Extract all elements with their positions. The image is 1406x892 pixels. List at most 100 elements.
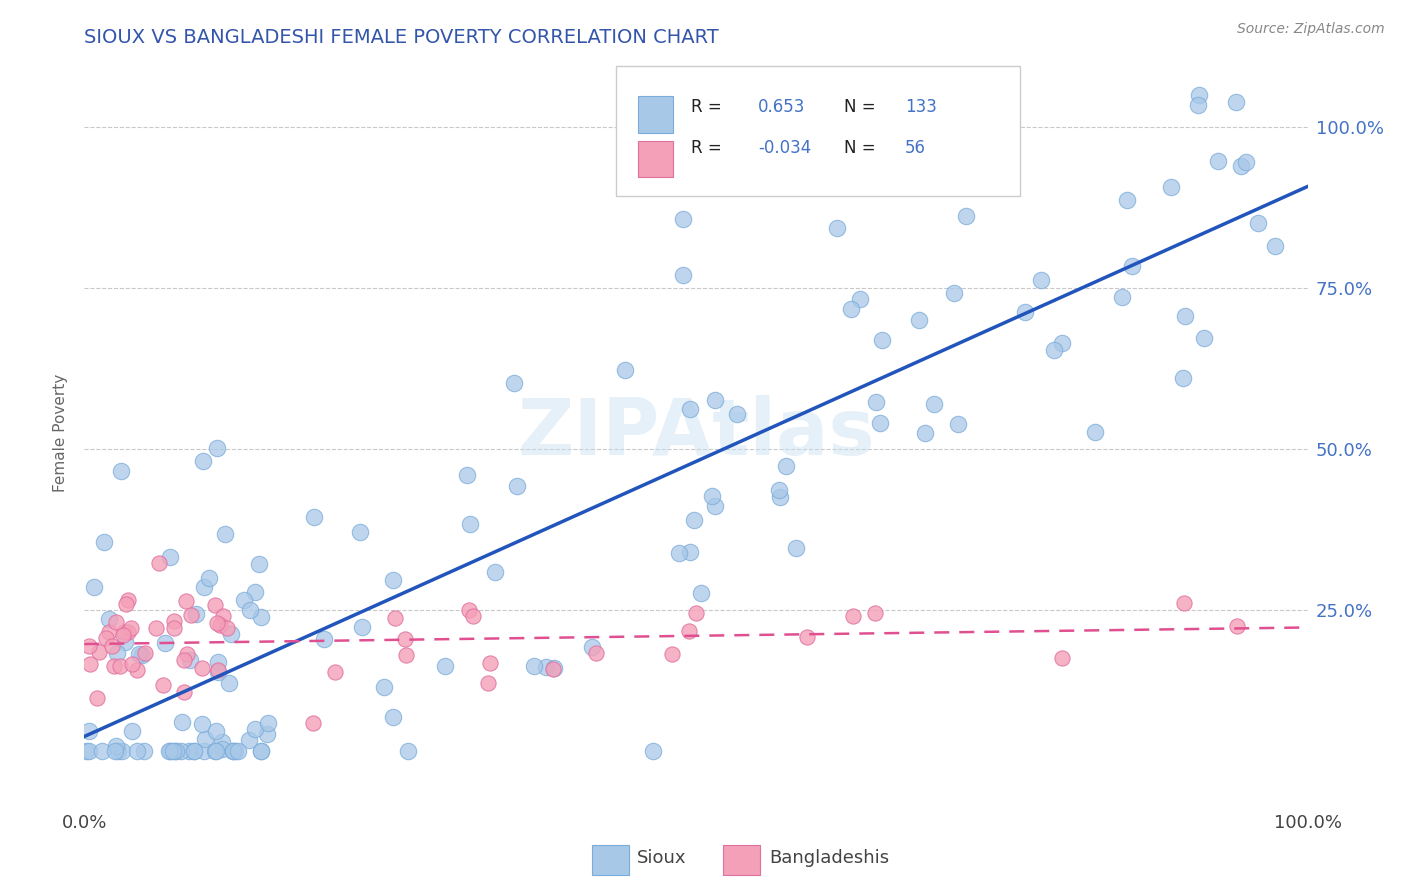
Point [163,621,186,635]
Point [219,627,242,641]
Text: Bangladeshis: Bangladeshis [769,849,890,867]
Point [946,417,969,431]
Point [796,631,818,645]
Point [193,580,215,594]
Point [127,663,149,677]
Point [163,744,186,758]
Point [775,459,797,474]
Point [190,661,212,675]
Point [768,483,790,497]
Point [689,585,711,599]
Point [1160,180,1182,194]
Point [585,646,607,660]
Point [174,594,197,608]
Point [382,710,405,724]
Y-axis label: Female Poverty: Female Poverty [52,374,67,491]
Point [1234,155,1257,169]
Point [170,744,193,758]
Point [394,632,416,646]
Point [87,644,110,658]
Point [238,733,260,747]
Point [1171,371,1194,385]
Text: N =: N = [844,98,880,116]
Point [101,639,124,653]
Point [704,392,727,407]
Point [173,653,195,667]
Point [211,742,233,756]
Point [233,593,256,607]
FancyBboxPatch shape [616,66,1021,195]
Point [121,724,143,739]
Point [350,620,373,634]
Point [183,743,205,757]
Point [77,639,100,653]
Point [1174,309,1197,323]
Point [395,648,418,662]
Point [243,722,266,736]
Point [148,556,170,570]
Point [1247,216,1270,230]
Point [301,716,323,731]
Point [120,621,142,635]
Point [1029,273,1052,287]
Point [679,545,702,559]
Point [1111,290,1133,304]
Point [77,744,100,758]
Point [131,648,153,663]
Text: -0.034: -0.034 [758,138,811,157]
Point [484,565,506,579]
Point [1121,260,1143,274]
Point [1116,194,1139,208]
FancyBboxPatch shape [723,845,759,875]
Point [204,744,226,758]
Point [943,285,966,300]
Point [105,646,128,660]
Point [91,744,114,758]
Point [541,662,564,676]
FancyBboxPatch shape [592,845,628,875]
Point [785,541,807,555]
Point [111,744,134,758]
Point [1187,98,1209,112]
Point [98,612,121,626]
Point [503,376,526,390]
Point [159,744,181,758]
Point [955,209,977,223]
Point [870,333,893,347]
Point [683,513,706,527]
Point [163,614,186,628]
Point [222,744,245,758]
Point [153,636,176,650]
Point [79,723,101,738]
Point [433,658,456,673]
Point [668,546,690,560]
Point [110,464,132,478]
Point [197,571,219,585]
Point [107,744,129,758]
Point [661,647,683,661]
Point [384,610,406,624]
Point [534,660,557,674]
Point [672,268,695,282]
Point [125,744,148,758]
Point [207,663,229,677]
Text: Source: ZipAtlas.com: Source: ZipAtlas.com [1237,22,1385,37]
Point [162,744,184,758]
Point [256,727,278,741]
Point [396,744,419,758]
Point [224,744,246,758]
Point [312,632,335,646]
Point [207,665,229,679]
Point [478,656,501,670]
Point [1043,343,1066,357]
Point [679,402,702,417]
Point [1264,239,1286,253]
Point [1014,305,1036,319]
Point [103,658,125,673]
Point [769,490,792,504]
Point [121,657,143,671]
Point [725,407,748,421]
Point [863,606,886,620]
Point [685,607,707,621]
Point [204,744,226,758]
